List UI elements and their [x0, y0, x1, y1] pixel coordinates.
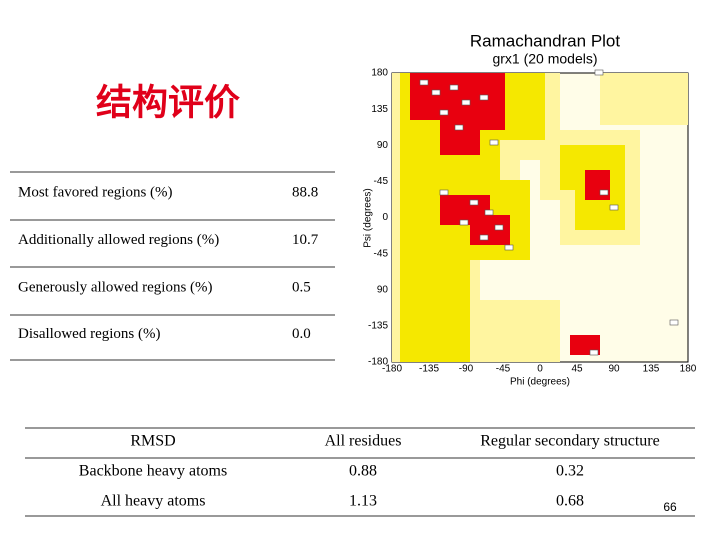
- y-tick-label: 90: [377, 140, 389, 151]
- region-label: Generously allowed regions (%): [18, 279, 213, 295]
- table-cell: 0.68: [556, 493, 584, 510]
- figure-subtitle: grx1 (20 models): [492, 51, 597, 67]
- table-cell: Backbone heavy atoms: [79, 463, 227, 480]
- y-tick-label: -45: [374, 248, 389, 259]
- region-label: Disallowed regions (%): [18, 326, 160, 342]
- region-value: 0.5: [292, 279, 311, 295]
- x-tick-label: -90: [459, 364, 474, 375]
- y-axis-label: Psi (degrees): [363, 188, 374, 247]
- x-axis-label: Phi (degrees): [510, 377, 570, 388]
- header-cell: RMSD: [130, 433, 175, 450]
- page-number: 66: [663, 500, 677, 514]
- x-tick-label: 45: [571, 364, 583, 375]
- regions-table: Most favored regions (%) 88.8 Additionally…: [10, 171, 335, 361]
- ramachandran-figure: Ramachandran Plot grx1 (20 models) Psi (…: [363, 31, 697, 387]
- region-value: 88.8: [292, 184, 318, 200]
- residue-points: [419, 69, 679, 356]
- region-value: 0.0: [292, 326, 311, 342]
- rmsd-table: RMSD All residues Regular secondary struct…: [25, 427, 695, 517]
- header-cell: All residues: [325, 433, 402, 450]
- header-cell: Regular secondary structure: [480, 433, 659, 450]
- y-tick-label: -45: [374, 176, 389, 187]
- generous-region: [600, 73, 688, 125]
- table-cell: 0.88: [349, 463, 377, 480]
- figure-title: Ramachandran Plot: [470, 31, 621, 50]
- x-tick-label: 0: [537, 364, 543, 375]
- favored-region: [440, 195, 510, 245]
- table-cell: All heavy atoms: [101, 493, 206, 510]
- y-tick-label: -135: [368, 321, 388, 332]
- favored-region: [585, 170, 610, 200]
- y-tick-label: -180: [368, 357, 388, 368]
- x-tick-label: 180: [680, 364, 697, 375]
- region-label: Most favored regions (%): [18, 184, 173, 200]
- y-tick-label: 90: [377, 284, 389, 295]
- region-label: Additionally allowed regions (%): [18, 232, 219, 248]
- slide-title: 结构评价: [96, 82, 240, 123]
- x-tick-label: 90: [608, 364, 620, 375]
- x-tick-label: 135: [643, 364, 660, 375]
- y-tick-label: 135: [371, 104, 388, 115]
- table-cell: 0.32: [556, 463, 584, 480]
- table-cell: 1.13: [349, 493, 377, 510]
- y-tick-label: 180: [371, 68, 388, 79]
- x-tick-label: -180: [382, 364, 402, 375]
- allowed-region: [405, 300, 470, 362]
- x-tick-label: -45: [496, 364, 511, 375]
- axis-ticks: 180 135 90 -45 0 -45 90 -135 -180-180 -135 -90 -45 0…: [368, 68, 697, 375]
- region-value: 10.7: [292, 232, 319, 248]
- y-tick-label: 0: [382, 212, 388, 223]
- x-tick-label: -135: [419, 364, 439, 375]
